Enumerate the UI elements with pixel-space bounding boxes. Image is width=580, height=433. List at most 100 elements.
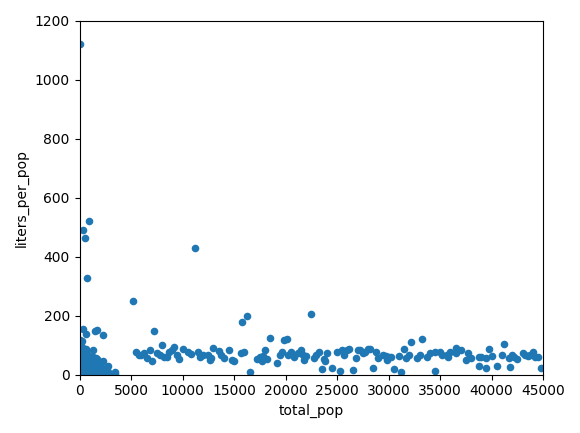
Point bbox=[528, 349, 538, 356]
Point bbox=[79, 366, 88, 373]
Point bbox=[75, 351, 85, 358]
Point bbox=[76, 371, 85, 378]
Point bbox=[76, 362, 85, 369]
Point bbox=[363, 345, 372, 352]
Point bbox=[137, 352, 146, 359]
Point bbox=[84, 365, 93, 372]
Point bbox=[78, 368, 87, 375]
Point bbox=[81, 360, 90, 367]
Point bbox=[75, 353, 85, 360]
Point bbox=[79, 368, 88, 375]
Point bbox=[77, 357, 86, 364]
Point bbox=[92, 355, 101, 362]
Point bbox=[142, 355, 151, 362]
Point bbox=[89, 368, 98, 375]
Point bbox=[258, 358, 267, 365]
Point bbox=[175, 356, 184, 363]
Point bbox=[78, 367, 87, 374]
Point bbox=[82, 370, 92, 377]
Point bbox=[474, 362, 484, 369]
Point bbox=[93, 362, 103, 369]
Point bbox=[77, 364, 86, 371]
Point bbox=[75, 41, 85, 48]
Point bbox=[456, 346, 465, 353]
Point bbox=[405, 352, 414, 359]
Point bbox=[374, 355, 383, 362]
Point bbox=[260, 346, 270, 353]
Point bbox=[76, 359, 85, 366]
Point bbox=[332, 348, 342, 355]
Point bbox=[173, 352, 182, 359]
Point bbox=[81, 366, 90, 373]
Point bbox=[90, 328, 100, 335]
Point bbox=[99, 371, 108, 378]
Point bbox=[104, 362, 113, 369]
Point bbox=[84, 371, 93, 378]
Point bbox=[81, 330, 90, 337]
Point bbox=[413, 355, 422, 362]
Point bbox=[178, 345, 187, 352]
Point bbox=[407, 339, 416, 346]
Point bbox=[81, 370, 90, 377]
Point bbox=[77, 344, 86, 351]
Point bbox=[145, 347, 154, 354]
Point bbox=[88, 361, 97, 368]
Point bbox=[111, 368, 120, 375]
Point bbox=[81, 371, 90, 378]
Point bbox=[307, 310, 316, 317]
Point bbox=[98, 357, 107, 364]
Point bbox=[206, 357, 215, 364]
Point bbox=[84, 365, 93, 372]
Point bbox=[75, 369, 85, 376]
Point bbox=[368, 365, 378, 372]
Point bbox=[358, 350, 368, 357]
Point bbox=[389, 366, 398, 373]
Point bbox=[384, 353, 393, 360]
Point bbox=[96, 365, 105, 372]
Point bbox=[78, 357, 87, 364]
Point bbox=[75, 371, 84, 378]
Point bbox=[85, 371, 95, 378]
Point bbox=[86, 359, 96, 365]
Point bbox=[79, 361, 89, 368]
Point bbox=[513, 356, 522, 363]
Point bbox=[463, 350, 473, 357]
Point bbox=[508, 351, 517, 358]
Point bbox=[77, 359, 86, 366]
Point bbox=[93, 368, 103, 375]
Point bbox=[372, 348, 381, 355]
Point bbox=[83, 363, 92, 370]
Point bbox=[534, 353, 543, 360]
Point bbox=[78, 365, 87, 372]
Point bbox=[525, 352, 534, 359]
Point bbox=[75, 356, 84, 363]
Point bbox=[86, 366, 95, 373]
Point bbox=[487, 353, 496, 360]
Point bbox=[81, 365, 90, 372]
Point bbox=[273, 360, 282, 367]
Point bbox=[97, 359, 107, 365]
Point bbox=[89, 347, 98, 354]
Point bbox=[186, 350, 195, 357]
Point bbox=[348, 367, 357, 374]
Point bbox=[95, 368, 104, 375]
Point bbox=[92, 326, 101, 333]
Point bbox=[353, 346, 362, 353]
Point bbox=[461, 357, 470, 364]
Point bbox=[451, 350, 460, 357]
Point bbox=[78, 370, 87, 377]
Point bbox=[286, 349, 295, 356]
Point bbox=[78, 364, 87, 371]
Point bbox=[401, 355, 411, 362]
Point bbox=[96, 364, 106, 371]
Point bbox=[190, 244, 200, 251]
Point bbox=[340, 351, 349, 358]
Point bbox=[81, 361, 90, 368]
Point bbox=[82, 368, 91, 375]
Point bbox=[79, 364, 88, 371]
Point bbox=[80, 235, 89, 242]
Point bbox=[79, 366, 89, 373]
Point bbox=[149, 327, 158, 334]
Point bbox=[81, 364, 90, 371]
Point bbox=[147, 358, 156, 365]
